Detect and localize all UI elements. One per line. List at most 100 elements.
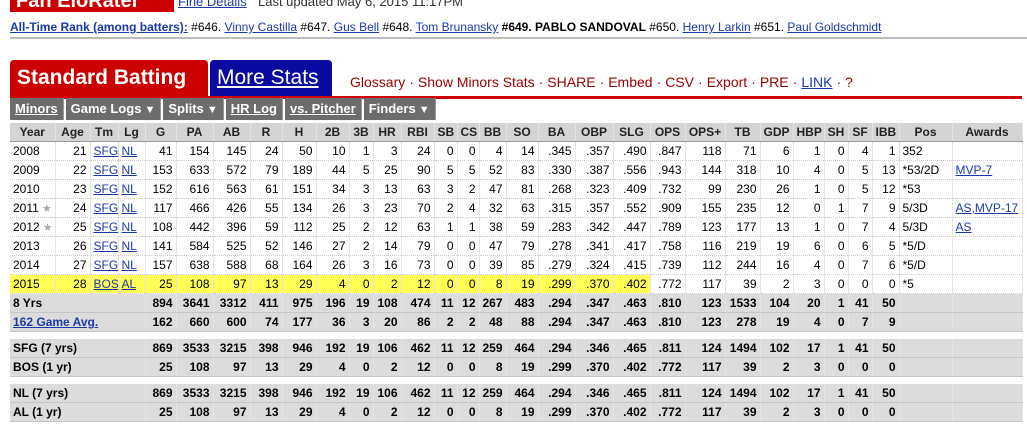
cell: 638 [176, 255, 214, 275]
cell: .370 [575, 402, 614, 422]
cell: 162 [145, 312, 177, 332]
sub-nav-item[interactable]: Splits [163, 98, 224, 120]
season-row: 2009 22 SFG NL 153 633 572 79 189 44 5 25 90 5 5 52 83.3… [10, 160, 1023, 180]
cell: 7 [848, 255, 873, 275]
season-row: 2010 23 SFG NL 152 616 563 61 151 34 3 13 63 3 2 47 81.2… [10, 179, 1023, 199]
cell-link[interactable]: NL [121, 163, 137, 177]
cell: 0 [848, 402, 873, 422]
sub-nav-item[interactable]: Finders [363, 98, 436, 120]
cell [952, 312, 1023, 332]
tool-link[interactable]: Embed [608, 74, 653, 90]
separator: · [538, 74, 544, 90]
tool-link[interactable]: CSV [665, 74, 695, 90]
cell [952, 141, 1023, 161]
column-header: R [250, 123, 283, 142]
cell-link[interactable]: NL [121, 258, 137, 272]
cell: .299 [538, 357, 576, 377]
cell [952, 236, 1023, 256]
cell-link[interactable]: SFG [93, 239, 118, 253]
column-header: GDP [760, 123, 794, 142]
cell: .465 [613, 339, 651, 358]
cell: 4 [457, 198, 480, 218]
cell: 41 [145, 141, 177, 161]
year: 2014 [13, 258, 40, 272]
cell-link[interactable]: NL [121, 144, 137, 158]
cell: 32 [479, 198, 507, 218]
cell-link[interactable]: NL [121, 182, 137, 196]
cell-link[interactable]: NL [121, 220, 137, 234]
cell: 20 [793, 293, 825, 313]
totals-link[interactable]: 162 Game Avg. [13, 315, 99, 329]
cell [952, 339, 1023, 358]
cell: BOS [90, 274, 119, 294]
separator: · [836, 74, 842, 90]
totals-row: NL (7 yrs) 869 3533 3215 398 946 192 19 106 462 11… [10, 384, 1023, 403]
rank-name[interactable]: Henry Larkin [682, 20, 751, 34]
cell: SFG [90, 236, 119, 256]
rank-number: #651. [754, 20, 785, 34]
sub-nav-item[interactable]: Minors [10, 98, 64, 120]
rank-name[interactable]: Vinny Castilla [224, 20, 298, 34]
cell-link[interactable]: SFG [93, 144, 118, 158]
cell: .299 [538, 402, 576, 422]
cell-link[interactable]: MVP-7 [955, 163, 993, 177]
cell: 19 [760, 236, 794, 256]
tab[interactable]: More Stats [210, 60, 332, 96]
cell-link[interactable]: BOS [93, 277, 118, 291]
tool-link[interactable]: Show Minors Stats [417, 74, 535, 90]
tool-link[interactable]: ? [845, 74, 853, 90]
tool-link[interactable]: SHARE [547, 74, 596, 90]
fine-details-link[interactable]: Fine Details [178, 0, 247, 9]
cell-link[interactable]: AS,MVP-17 [955, 201, 1019, 215]
tool-link[interactable]: Glossary [350, 74, 406, 90]
cell: 12 [401, 357, 435, 377]
cell: 1 [824, 293, 849, 313]
cell: 24 [401, 141, 435, 161]
cell-link[interactable]: AS [955, 220, 972, 234]
cell: 154 [176, 141, 214, 161]
cell-link[interactable]: SFG [93, 182, 118, 196]
cell: 584 [176, 236, 214, 256]
cell: .357 [575, 141, 614, 161]
cell: 13 [760, 217, 794, 237]
tool-link[interactable]: Export [706, 74, 748, 90]
cell: 24 [55, 198, 91, 218]
tab[interactable]: Standard Batting [10, 60, 208, 96]
cell: *5/D [899, 236, 953, 256]
cell-link[interactable]: NL [121, 201, 137, 215]
cell: 44 [316, 160, 350, 180]
cell: *53/2D [899, 160, 953, 180]
cell: NL [118, 141, 146, 161]
cell: 0 [457, 357, 480, 377]
cell-link[interactable]: AL [121, 277, 137, 291]
cell-link[interactable]: SFG [93, 258, 118, 272]
cell: 88 [506, 312, 539, 332]
sub-nav-item[interactable]: vs. Pitcher [284, 98, 362, 120]
spacer [10, 376, 1022, 384]
sub-nav-item[interactable]: HR Log [225, 98, 283, 120]
cell: 2010 [10, 179, 56, 199]
cell [899, 402, 953, 422]
cell: 2 [457, 312, 480, 332]
tool-link[interactable]: PRE [759, 74, 789, 90]
rank-name[interactable]: Gus Bell [333, 20, 380, 34]
cell: .402 [613, 274, 651, 294]
cell-link[interactable]: SFG [93, 201, 118, 215]
tool-link[interactable]: LINK [801, 74, 833, 90]
sub-nav-item[interactable]: Game Logs [65, 98, 162, 120]
rank-label[interactable]: All-Time Rank (among batters): [10, 20, 188, 34]
separator: · [751, 74, 756, 90]
cell-link[interactable]: SFG [93, 220, 118, 234]
cell: 5/3D [899, 198, 953, 218]
cell-link[interactable]: SFG [93, 163, 118, 177]
rank-name[interactable]: Paul Goldschmidt [787, 20, 882, 34]
cell-link[interactable]: NL [121, 239, 137, 253]
spacer [10, 331, 1022, 339]
separator: · [599, 74, 605, 90]
cell: 1533 [725, 293, 761, 313]
rank-name[interactable]: Tom Brunansky [415, 20, 499, 34]
cell: .772 [650, 357, 686, 377]
cell: 4 [316, 402, 350, 422]
cell: 0 [349, 274, 374, 294]
cell: 123 [685, 217, 726, 237]
